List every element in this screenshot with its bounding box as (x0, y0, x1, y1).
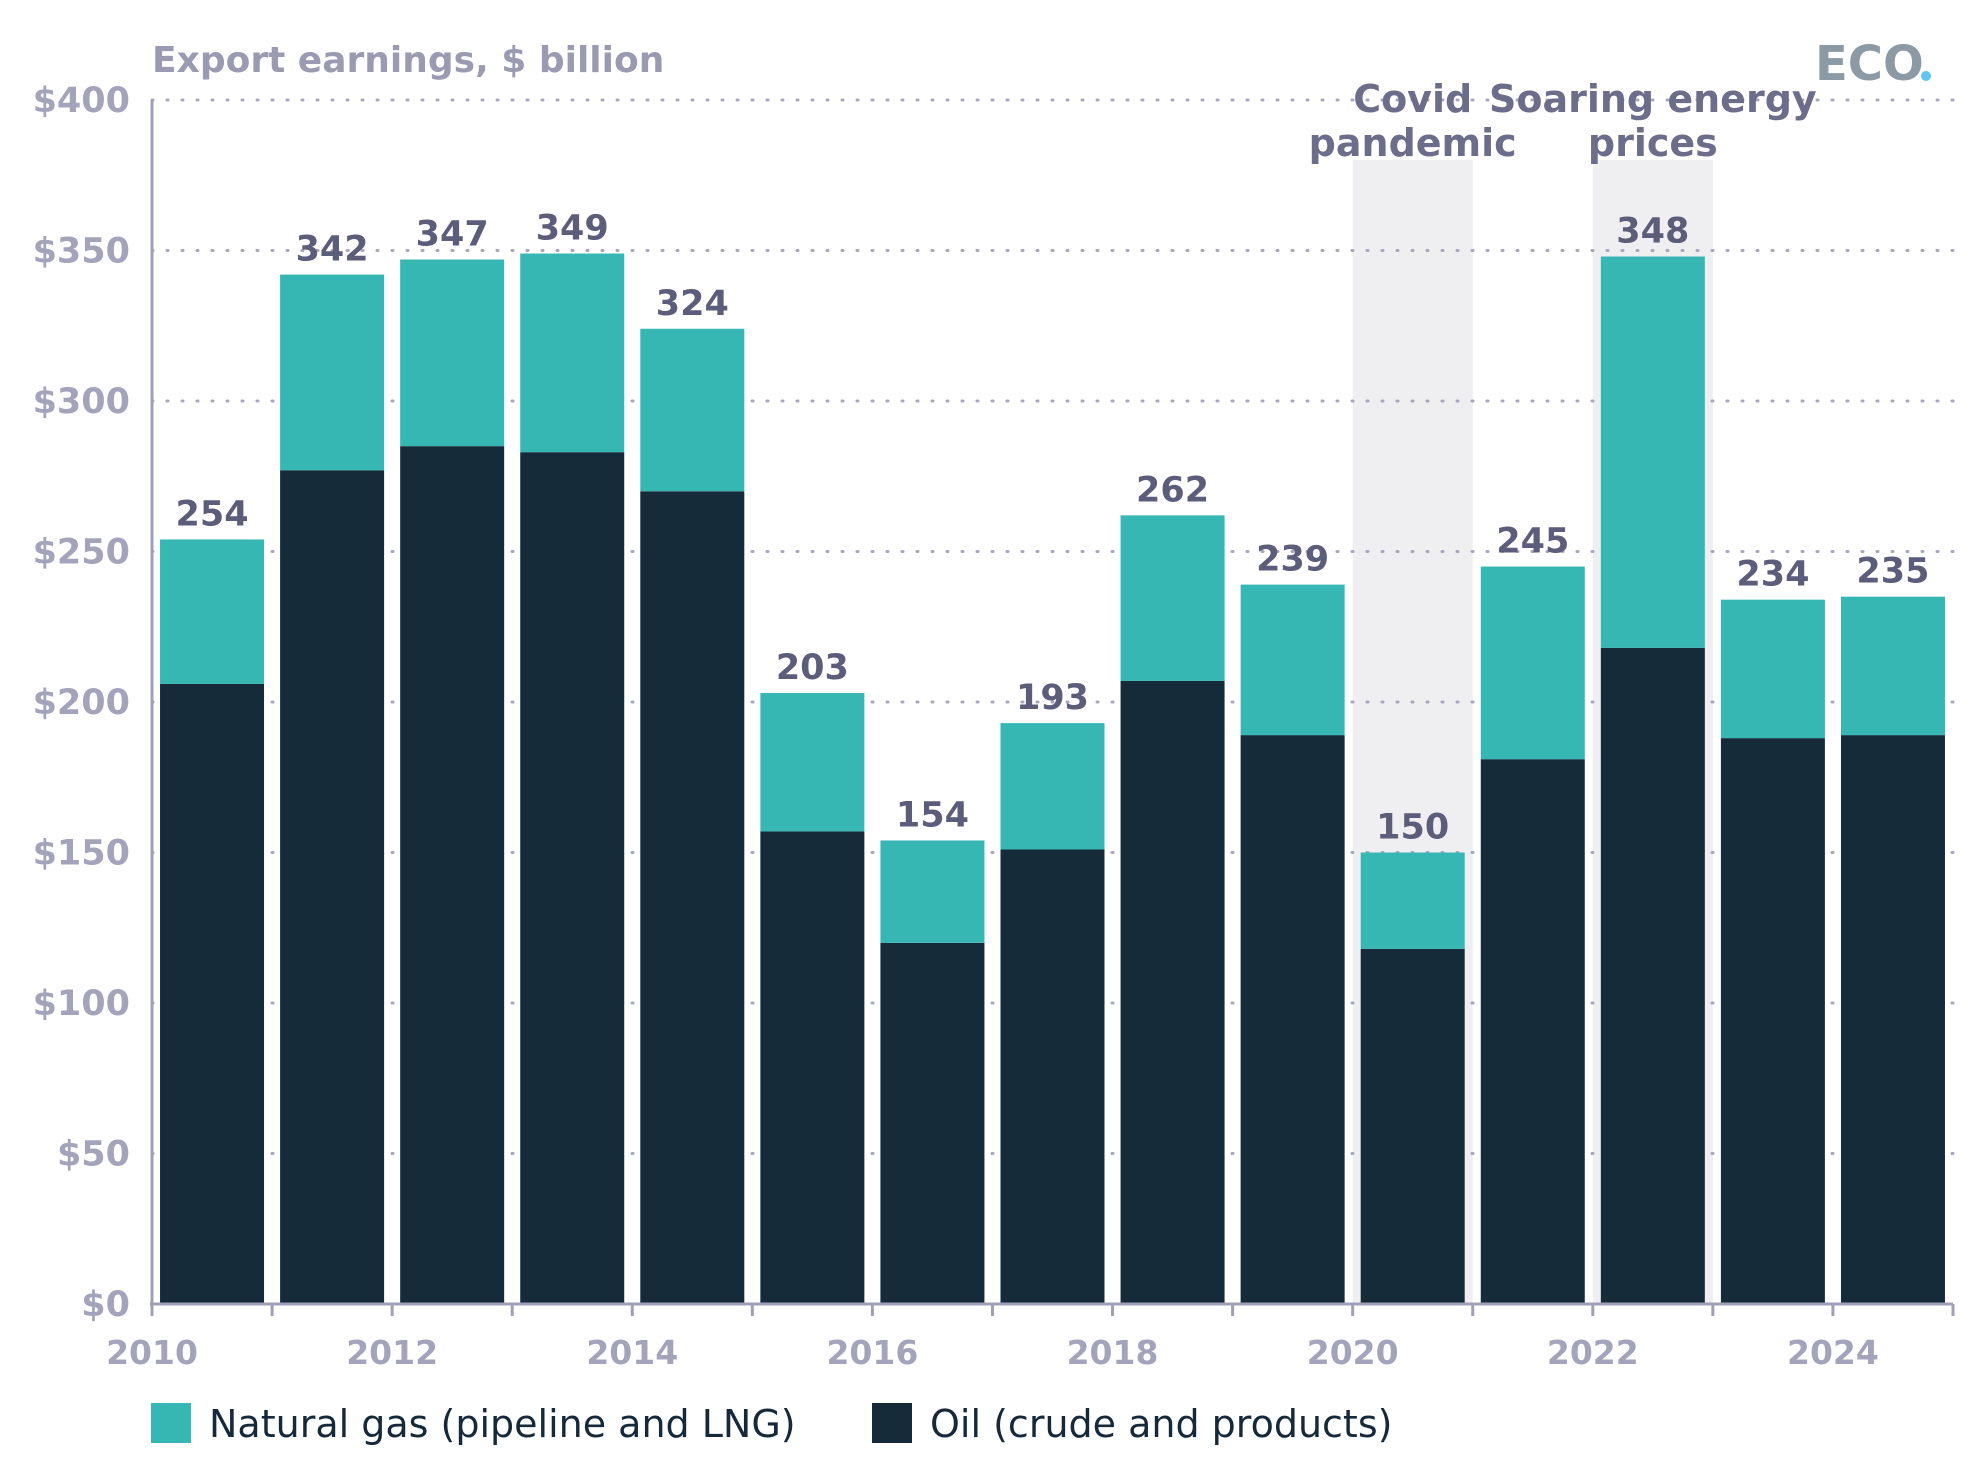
x-tick-label-2012: 2012 (346, 1333, 438, 1372)
total-label-2010: 254 (176, 494, 249, 534)
bar-oil-crude-and-products-2021 (1480, 759, 1585, 1304)
bar-oil-crude-and-products-2023 (1720, 738, 1825, 1304)
legend-label-natural-gas: Natural gas (pipeline and LNG) (209, 1402, 796, 1446)
total-label-2015: 203 (776, 648, 849, 688)
bar-oil-crude-and-products-2015 (760, 831, 865, 1304)
bar-oil-crude-and-products-2010 (160, 683, 265, 1304)
total-label-2012: 347 (416, 215, 489, 255)
bar-natural-gas-pipeline-and-lng-2014 (640, 328, 745, 492)
total-label-2020: 150 (1376, 808, 1449, 848)
bar-natural-gas-pipeline-and-lng-2013 (520, 253, 625, 453)
legend-swatch-natural-gas (151, 1403, 191, 1443)
y-axis-label: Export earnings, $ billion (152, 40, 664, 81)
x-tick-label-2022: 2022 (1547, 1333, 1639, 1372)
total-label-2023: 234 (1736, 555, 1809, 595)
legend-swatch-oil (872, 1403, 912, 1443)
x-tick-label-2014: 2014 (586, 1333, 678, 1372)
total-label-2018: 262 (1136, 470, 1209, 510)
bar-oil-crude-and-products-2013 (520, 452, 625, 1304)
total-label-2013: 349 (536, 209, 609, 249)
bar-natural-gas-pipeline-and-lng-2010 (160, 539, 265, 684)
total-label-2016: 154 (896, 795, 969, 835)
bar-natural-gas-pipeline-and-lng-2016 (880, 840, 985, 943)
bar-natural-gas-pipeline-and-lng-2024 (1840, 596, 1945, 736)
bar-natural-gas-pipeline-and-lng-2019 (1240, 584, 1345, 736)
annotation-2020-line-1: Covid (1353, 77, 1472, 121)
bar-oil-crude-and-products-2011 (280, 470, 385, 1305)
y-tick-label-100: $100 (33, 984, 130, 1024)
x-tick-label-2024: 2024 (1787, 1333, 1879, 1372)
x-tick-label-2020: 2020 (1307, 1333, 1399, 1372)
bar-oil-crude-and-products-2018 (1120, 680, 1225, 1304)
y-tick-label-250: $250 (33, 533, 130, 573)
y-tick-label-400: $400 (33, 81, 130, 121)
x-tick-label-2018: 2018 (1067, 1333, 1159, 1372)
y-tick-label-200: $200 (33, 683, 130, 723)
x-tick-label-2016: 2016 (826, 1333, 918, 1372)
bar-natural-gas-pipeline-and-lng-2023 (1720, 599, 1825, 739)
y-tick-label-300: $300 (33, 382, 130, 422)
y-tick-label-150: $150 (33, 834, 130, 874)
eco-logo: ECO (1815, 36, 1931, 92)
y-tick-label-350: $350 (33, 232, 130, 272)
bar-natural-gas-pipeline-and-lng-2015 (760, 692, 865, 832)
y-tick-label-50: $50 (57, 1135, 130, 1175)
bar-oil-crude-and-products-2014 (640, 491, 745, 1304)
bar-natural-gas-pipeline-and-lng-2020 (1360, 852, 1465, 949)
logo-text: ECO (1815, 36, 1924, 92)
annotation-2022-line-2: prices (1588, 121, 1718, 165)
total-label-2024: 235 (1856, 552, 1929, 592)
bar-oil-crude-and-products-2016 (880, 942, 985, 1304)
bar-oil-crude-and-products-2012 (400, 446, 505, 1304)
total-label-2014: 324 (656, 284, 729, 324)
total-label-2021: 245 (1496, 522, 1569, 562)
bar-natural-gas-pipeline-and-lng-2021 (1480, 566, 1585, 760)
bar-oil-crude-and-products-2020 (1360, 948, 1465, 1304)
bar-oil-crude-and-products-2022 (1600, 647, 1705, 1304)
bar-natural-gas-pipeline-and-lng-2011 (280, 274, 385, 471)
y-tick-label-0: $0 (81, 1285, 130, 1325)
logo-dot-icon (1921, 71, 1931, 81)
bar-oil-crude-and-products-2017 (1000, 849, 1105, 1304)
total-label-2017: 193 (1016, 678, 1089, 718)
legend: Natural gas (pipeline and LNG) Oil (crud… (151, 1402, 1392, 1446)
total-label-2011: 342 (296, 230, 369, 270)
legend-label-oil: Oil (crude and products) (930, 1402, 1392, 1446)
annotation-2020-line-2: pandemic (1309, 121, 1517, 165)
bar-oil-crude-and-products-2019 (1240, 735, 1345, 1304)
x-tick-label-2010: 2010 (106, 1333, 198, 1372)
bar-oil-crude-and-products-2024 (1840, 735, 1945, 1304)
total-label-2019: 239 (1256, 540, 1329, 580)
bar-natural-gas-pipeline-and-lng-2017 (1000, 723, 1105, 850)
bar-natural-gas-pipeline-and-lng-2022 (1600, 256, 1705, 648)
total-label-2022: 348 (1616, 212, 1689, 252)
bar-natural-gas-pipeline-and-lng-2012 (400, 259, 505, 447)
annotation-2022-line-1: Soaring energy (1489, 77, 1817, 121)
bar-natural-gas-pipeline-and-lng-2018 (1120, 515, 1225, 681)
